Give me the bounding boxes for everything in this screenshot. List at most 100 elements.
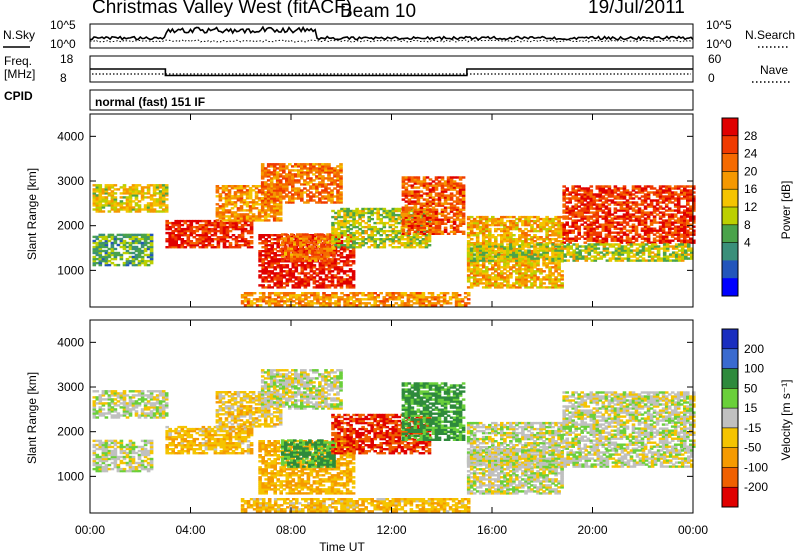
heatmap-cell [291,181,295,184]
heatmap-cell [312,286,317,289]
heatmap-cell [367,238,371,241]
heatmap-cell [101,255,106,259]
heatmap-cell [327,286,332,289]
heatmap-cell [177,227,181,231]
heatmap-cell [404,188,409,191]
heatmap-cell [275,209,280,212]
heatmap-cell [240,225,245,229]
heatmap-cell [195,229,200,233]
heatmap-cell [351,278,356,281]
heatmap-cell [410,200,415,203]
heatmap-cell [261,242,265,245]
heatmap-cell [440,184,445,187]
heatmap-cell [306,175,310,178]
heatmap-cell [204,236,209,239]
heatmap-cell [264,280,268,283]
heatmap-cell [339,268,344,271]
heatmap-cell [320,251,324,254]
heatmap-cell [367,211,371,215]
heatmap-cell [285,185,289,188]
heatmap-cell [425,212,430,215]
heatmap-cell [309,177,313,180]
heatmap-cell [269,179,274,182]
heatmap-cell [416,196,421,199]
heatmap-cell [134,208,139,211]
heatmap-cell [294,169,298,172]
freq-unit: [MHz] [4,67,35,81]
heatmap-cell [95,261,100,265]
heatmap-cell [419,218,424,221]
heatmap-cell [239,201,244,204]
heatmap-cell [425,194,430,197]
heatmap-cell [302,235,306,238]
heatmap-cell [245,197,250,200]
heatmap-cell [251,213,256,216]
heatmap-cell [428,222,433,225]
heatmap-cell [221,187,226,190]
heatmap-cell [330,264,335,267]
heatmap-cell [267,272,271,275]
heatmap-cell [242,203,247,206]
heatmap-cell [183,240,188,243]
heatmap-cell [385,229,390,233]
heatmap-cell [401,210,406,213]
heatmap-cell [343,213,347,217]
heatmap-cell [425,202,430,205]
heatmap-cell [294,193,298,196]
heatmap-cell [367,215,371,219]
heatmap-cell [407,232,412,235]
heatmap-cell [330,191,334,194]
heatmap-cell [428,224,433,227]
heatmap-cell [416,198,421,201]
heatmap-cell [276,266,280,269]
heatmap-cell [149,247,154,251]
heatmap-cell [419,204,424,207]
heatmap-cell [215,209,220,212]
heatmap-cell [409,238,414,241]
heatmap-cell [272,173,277,176]
heatmap-cell [264,246,268,249]
heatmap-cell [294,282,299,285]
heatmap-cell [358,221,362,225]
heatmap-cell [334,234,338,237]
heatmap-cell [285,165,289,168]
heatmap-cell [312,173,316,176]
heatmap-cell [110,249,115,253]
heatmap-cell [324,177,328,180]
heatmap-cell [330,189,334,192]
heatmap-cell [440,176,445,179]
heatmap-cell [276,280,280,283]
heatmap-cell [333,274,338,277]
heatmap-cell [222,236,227,239]
heatmap-cell [270,246,274,249]
heatmap-cell [461,200,466,203]
heatmap-cell [449,202,454,205]
heatmap-cell [391,246,396,249]
heatmap-cell [345,264,350,267]
heatmap-cell [382,244,387,247]
heatmap-cell [449,182,454,185]
noise-left-tick-bottom: 10^0 [50,37,76,51]
heatmap-cell [218,215,223,218]
heatmap-cell [189,227,194,231]
heatmap-cell [413,214,418,217]
heatmap-cell [285,284,290,287]
heatmap-cell [267,266,271,269]
heatmap-cell [165,231,169,235]
heatmap-cell [312,278,317,281]
heatmap-cell [440,196,445,199]
heatmap-cell [500,215,504,219]
heatmap-cell [455,216,460,219]
freq-panel: Freq. [MHz] 18 8 60 0 Nave [4,52,790,85]
heatmap-cell [321,171,325,174]
heatmap-cell [146,235,151,239]
heatmap-cell [270,258,274,261]
heatmap-cell [267,240,271,243]
heatmap-cell [222,227,227,231]
heatmap-cell [404,182,409,185]
heatmap-cell [305,255,309,258]
heatmap-cell [186,244,191,247]
heatmap-cell [321,165,325,168]
heatmap-cell [296,243,300,246]
